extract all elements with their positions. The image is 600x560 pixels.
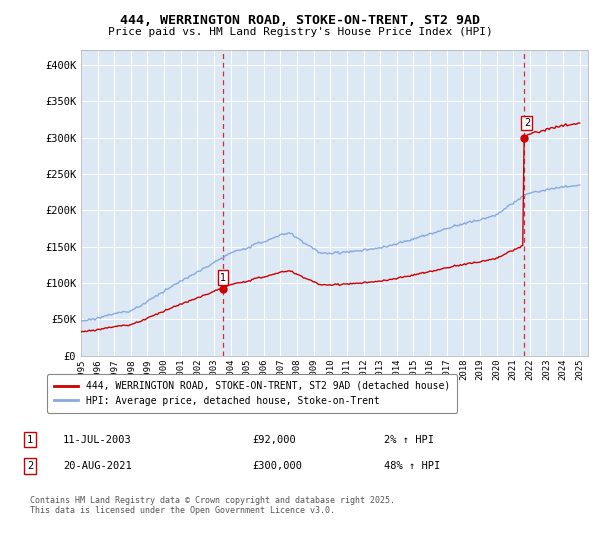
Text: £92,000: £92,000 xyxy=(252,435,296,445)
Text: 2% ↑ HPI: 2% ↑ HPI xyxy=(384,435,434,445)
Text: 48% ↑ HPI: 48% ↑ HPI xyxy=(384,461,440,471)
Text: Contains HM Land Registry data © Crown copyright and database right 2025.
This d: Contains HM Land Registry data © Crown c… xyxy=(30,496,395,515)
Text: 11-JUL-2003: 11-JUL-2003 xyxy=(63,435,132,445)
Text: £300,000: £300,000 xyxy=(252,461,302,471)
Text: 20-AUG-2021: 20-AUG-2021 xyxy=(63,461,132,471)
Text: 444, WERRINGTON ROAD, STOKE-ON-TRENT, ST2 9AD: 444, WERRINGTON ROAD, STOKE-ON-TRENT, ST… xyxy=(120,14,480,27)
Text: 2: 2 xyxy=(27,461,33,471)
Legend: 444, WERRINGTON ROAD, STOKE-ON-TRENT, ST2 9AD (detached house), HPI: Average pri: 444, WERRINGTON ROAD, STOKE-ON-TRENT, ST… xyxy=(47,374,457,413)
Text: 1: 1 xyxy=(220,273,226,283)
Text: 1: 1 xyxy=(27,435,33,445)
Text: 2: 2 xyxy=(524,118,530,128)
Text: Price paid vs. HM Land Registry's House Price Index (HPI): Price paid vs. HM Land Registry's House … xyxy=(107,27,493,37)
